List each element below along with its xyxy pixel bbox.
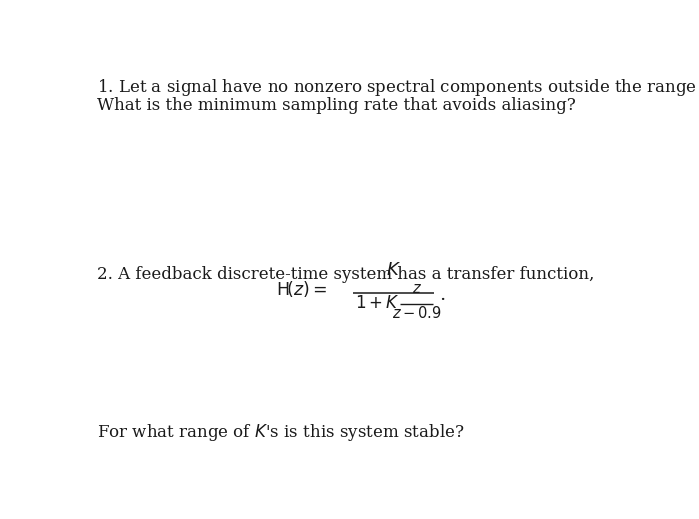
Text: 1. Let a signal have no nonzero spectral components outside the range  25 kHz $<: 1. Let a signal have no nonzero spectral…	[97, 76, 699, 98]
Text: For what range of $\mathit{K}$'s is this system stable?: For what range of $\mathit{K}$'s is this…	[97, 422, 465, 443]
Text: $\mathrm{H}\!\left(\mathit{z}\right) =$: $\mathrm{H}\!\left(\mathit{z}\right) =$	[276, 279, 327, 299]
Text: $1 + \mathit{K}$: $1 + \mathit{K}$	[355, 295, 400, 312]
Text: $\mathit{K}$: $\mathit{K}$	[386, 261, 401, 279]
Text: 2. A feedback discrete-time system has a transfer function,: 2. A feedback discrete-time system has a…	[97, 266, 595, 283]
Text: $\mathit{z}$: $\mathit{z}$	[412, 282, 421, 296]
Text: $\mathit{z} - 0.9$: $\mathit{z} - 0.9$	[392, 305, 442, 321]
Text: What is the minimum sampling rate that avoids aliasing?: What is the minimum sampling rate that a…	[97, 98, 576, 115]
Text: .: .	[440, 286, 446, 304]
